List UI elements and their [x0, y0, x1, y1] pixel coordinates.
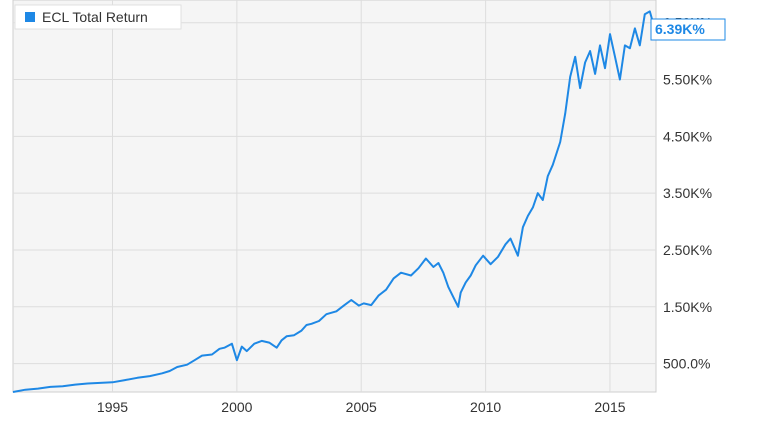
y-tick-label: 1.50K%: [663, 299, 712, 315]
y-tick-label: 500.0%: [663, 356, 710, 372]
last-value-badge: 6.39K%: [650, 18, 726, 41]
x-axis: 1995 2000 2005 2010 2015: [97, 399, 626, 415]
plot-area: [12, 0, 657, 393]
x-tick-label: 2000: [221, 399, 252, 415]
x-tick-label: 2015: [594, 399, 625, 415]
legend-swatch: [25, 12, 35, 22]
y-tick-label: 4.50K%: [663, 128, 712, 144]
y-axis: 500.0%1.50K%2.50K%3.50K%4.50K%5.50K%6.50…: [663, 15, 712, 372]
y-tick-label: 3.50K%: [663, 185, 712, 201]
x-tick-label: 2010: [470, 399, 501, 415]
y-tick-label: 5.50K%: [663, 72, 712, 88]
y-tick-label: 2.50K%: [663, 242, 712, 258]
x-tick-label: 1995: [97, 399, 128, 415]
legend-box: [14, 4, 182, 30]
series-line: [12, 10, 656, 393]
legend: ECL Total Return: [14, 4, 182, 30]
last-value-label: 6.39K%: [655, 21, 705, 37]
legend-label: ECL Total Return: [42, 9, 148, 25]
last-value-box: [650, 18, 726, 41]
x-tick-label: 2005: [346, 399, 377, 415]
